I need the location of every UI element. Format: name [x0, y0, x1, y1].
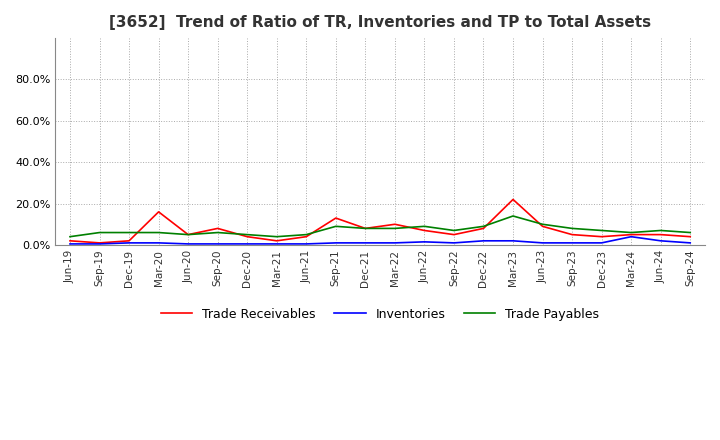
Inventories — [213, 241, 222, 246]
Inventories — [95, 241, 104, 246]
Inventories — [539, 240, 547, 246]
Inventories — [361, 240, 369, 246]
Trade Receivables — [184, 232, 192, 237]
Inventories — [125, 240, 133, 246]
Line: Inventories: Inventories — [70, 237, 690, 244]
Inventories — [243, 241, 251, 246]
Inventories — [509, 238, 518, 243]
Inventories — [449, 240, 458, 246]
Trade Receivables — [272, 238, 281, 243]
Trade Receivables — [657, 232, 665, 237]
Trade Payables — [539, 222, 547, 227]
Trade Payables — [568, 226, 577, 231]
Trade Payables — [390, 226, 399, 231]
Trade Payables — [66, 234, 74, 239]
Trade Receivables — [154, 209, 163, 214]
Trade Receivables — [361, 226, 369, 231]
Trade Payables — [154, 230, 163, 235]
Inventories — [657, 238, 665, 243]
Line: Trade Receivables: Trade Receivables — [70, 199, 690, 243]
Line: Trade Payables: Trade Payables — [70, 216, 690, 237]
Trade Receivables — [95, 240, 104, 246]
Trade Payables — [125, 230, 133, 235]
Trade Receivables — [598, 234, 606, 239]
Trade Payables — [598, 228, 606, 233]
Trade Receivables — [539, 224, 547, 229]
Trade Receivables — [125, 238, 133, 243]
Inventories — [184, 241, 192, 246]
Inventories — [331, 240, 340, 246]
Inventories — [154, 240, 163, 246]
Trade Receivables — [243, 234, 251, 239]
Legend: Trade Receivables, Inventories, Trade Payables: Trade Receivables, Inventories, Trade Pa… — [156, 303, 604, 326]
Trade Receivables — [390, 222, 399, 227]
Inventories — [598, 240, 606, 246]
Trade Payables — [657, 228, 665, 233]
Trade Payables — [480, 224, 488, 229]
Inventories — [480, 238, 488, 243]
Trade Receivables — [449, 232, 458, 237]
Trade Payables — [331, 224, 340, 229]
Trade Payables — [95, 230, 104, 235]
Trade Payables — [509, 213, 518, 219]
Trade Payables — [184, 232, 192, 237]
Inventories — [390, 240, 399, 246]
Trade Payables — [686, 230, 695, 235]
Trade Receivables — [568, 232, 577, 237]
Title: [3652]  Trend of Ratio of TR, Inventories and TP to Total Assets: [3652] Trend of Ratio of TR, Inventories… — [109, 15, 651, 30]
Inventories — [272, 241, 281, 246]
Trade Payables — [243, 232, 251, 237]
Inventories — [627, 234, 636, 239]
Trade Payables — [272, 234, 281, 239]
Trade Receivables — [66, 238, 74, 243]
Trade Payables — [361, 226, 369, 231]
Inventories — [568, 240, 577, 246]
Inventories — [302, 241, 310, 246]
Trade Payables — [627, 230, 636, 235]
Inventories — [686, 240, 695, 246]
Trade Receivables — [213, 226, 222, 231]
Trade Receivables — [480, 226, 488, 231]
Trade Receivables — [509, 197, 518, 202]
Trade Payables — [302, 232, 310, 237]
Trade Receivables — [420, 228, 428, 233]
Inventories — [66, 241, 74, 246]
Trade Payables — [420, 224, 428, 229]
Trade Receivables — [302, 234, 310, 239]
Inventories — [420, 239, 428, 245]
Trade Payables — [213, 230, 222, 235]
Trade Receivables — [331, 216, 340, 221]
Trade Payables — [449, 228, 458, 233]
Trade Receivables — [686, 234, 695, 239]
Trade Receivables — [627, 232, 636, 237]
